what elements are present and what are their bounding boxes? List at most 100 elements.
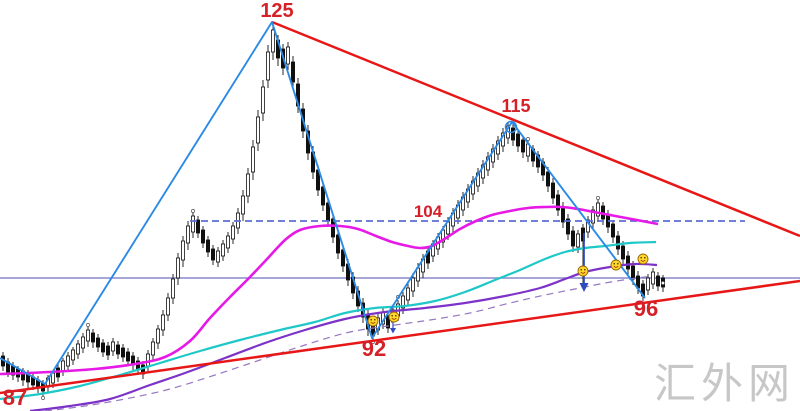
candle-body xyxy=(621,245,626,260)
candle-body xyxy=(270,29,275,53)
candle-body xyxy=(245,173,250,197)
smiley-part xyxy=(644,256,646,259)
candle-body xyxy=(215,250,220,263)
down-arrow-icon xyxy=(579,283,589,292)
smiley-part xyxy=(580,268,582,271)
candle-body xyxy=(240,195,245,215)
smiley-part xyxy=(391,317,397,320)
smiley-icon xyxy=(577,265,589,277)
candle-body xyxy=(190,215,195,233)
candle-body xyxy=(126,351,131,362)
candle-body xyxy=(596,202,601,217)
smiley-part xyxy=(610,259,622,271)
candle-body xyxy=(106,345,111,356)
candle-body xyxy=(170,278,175,299)
candle-body xyxy=(165,297,170,316)
candle-body xyxy=(195,219,200,234)
candle-body xyxy=(551,182,556,199)
candle-body xyxy=(340,249,345,267)
smiley-icon xyxy=(610,259,622,271)
fractal-dot xyxy=(191,209,195,213)
candle-body xyxy=(81,336,86,349)
candle-body xyxy=(611,223,616,238)
candle-body xyxy=(290,61,295,83)
smiley-part xyxy=(374,318,376,321)
smiley-icon xyxy=(388,311,400,323)
candle-body xyxy=(255,116,260,144)
smiley-part xyxy=(613,265,619,268)
descending-resistance-line xyxy=(271,20,800,238)
candle-body xyxy=(225,235,230,249)
candle-body xyxy=(651,271,656,285)
candle-body xyxy=(111,341,116,352)
fractal-dot xyxy=(526,137,530,141)
ascending-support-line xyxy=(0,279,800,395)
candle-body xyxy=(150,341,155,356)
smiley-part xyxy=(577,265,589,277)
candle-body xyxy=(160,314,165,331)
smiley-part xyxy=(370,321,376,324)
candle-body xyxy=(521,139,526,153)
candle-body xyxy=(101,342,106,353)
watermark: 汇外网 xyxy=(653,359,795,408)
candle-body xyxy=(210,248,215,261)
candle-body xyxy=(205,239,210,253)
zigzag-line xyxy=(0,21,646,385)
smiley-part xyxy=(370,318,373,321)
candle-body xyxy=(571,230,576,247)
candle-body xyxy=(385,315,390,329)
candle-body xyxy=(656,275,661,287)
ma-purple-line xyxy=(29,262,658,411)
smiley-part xyxy=(637,253,649,265)
smiley-part xyxy=(388,311,400,323)
candle-body xyxy=(96,337,101,348)
candle-body xyxy=(76,343,81,355)
candle-body xyxy=(410,277,415,292)
candle-body xyxy=(285,46,290,65)
fractal-dot xyxy=(596,196,600,200)
candle-body xyxy=(485,156,490,171)
smiley-icon xyxy=(637,253,649,265)
candle-body xyxy=(626,255,631,270)
smiley-part xyxy=(580,271,586,274)
candle-body xyxy=(330,218,335,238)
candle-body xyxy=(320,186,325,206)
smiley-part xyxy=(395,314,397,317)
fractal-dot xyxy=(661,281,665,285)
ma-magenta-line xyxy=(0,205,659,376)
candle-body xyxy=(405,287,410,301)
candle-body xyxy=(546,171,551,187)
candle-body xyxy=(631,265,636,280)
candle-body xyxy=(91,332,96,343)
candle-body xyxy=(400,295,405,309)
candle-body xyxy=(230,225,235,240)
peak-circle-marker xyxy=(504,120,518,134)
candle-body xyxy=(260,86,265,114)
candle-body xyxy=(86,329,91,342)
small-down-arrow-icon xyxy=(390,328,396,334)
smiley-part xyxy=(584,268,586,271)
candle-body xyxy=(61,360,66,372)
candle-body xyxy=(200,229,205,244)
candle-body xyxy=(180,240,185,261)
candle-body xyxy=(145,353,150,367)
candle-body xyxy=(576,233,581,248)
candle-body xyxy=(566,218,571,235)
candle-body xyxy=(121,347,126,358)
ma-cyan-line xyxy=(0,240,657,401)
candle-body xyxy=(155,328,160,344)
candle-body xyxy=(510,127,515,141)
candle-body xyxy=(71,349,76,361)
smiley-part xyxy=(617,262,619,265)
smiley-part xyxy=(640,256,642,259)
candle-body xyxy=(175,257,180,279)
candle-body xyxy=(646,277,651,291)
candle-body xyxy=(561,206,566,223)
fractal-dot xyxy=(41,396,45,400)
candle-body xyxy=(265,51,270,81)
candle-body xyxy=(325,202,330,222)
candle-body xyxy=(66,355,71,367)
candle-body xyxy=(250,146,255,173)
